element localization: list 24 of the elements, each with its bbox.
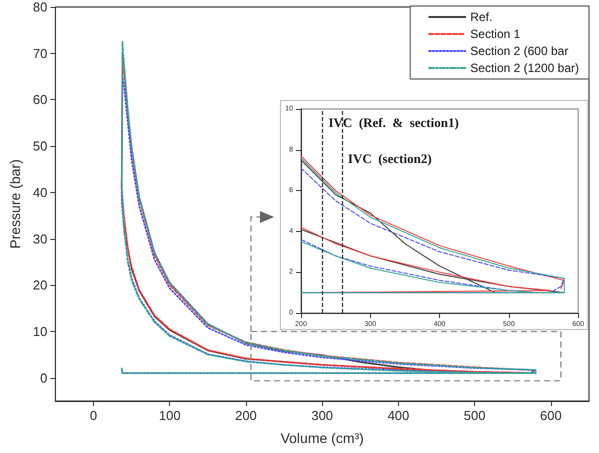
x-tick-label: 500	[464, 408, 486, 423]
x-tick-label: 100	[158, 408, 181, 423]
legend-label: Section 2 (1200 bar)	[470, 61, 580, 75]
ref-line-label: IVC (section2)	[348, 151, 432, 166]
x-tick-label: 0	[90, 408, 98, 423]
x-tick-label: 200	[235, 408, 257, 423]
legend-label: Section 2 (600 bar	[470, 44, 568, 58]
y-tick-label: 60	[32, 92, 48, 108]
ref-line-label: IVC (Ref. & section1)	[328, 115, 459, 130]
x-tick-label: 600	[540, 408, 562, 423]
x-axis-title: Volume (cm³)	[280, 430, 364, 446]
y-tick-label: 20	[32, 278, 48, 293]
y-tick-label: 70	[32, 46, 48, 61]
y-tick-label: 10	[32, 324, 48, 339]
y-tick-label: 80	[32, 0, 48, 14]
x-tick-label: 400	[388, 408, 410, 423]
y-axis-title: Pressure (bar)	[7, 159, 23, 249]
x-tick-label: 300	[311, 408, 334, 423]
y-tick-label: 50	[32, 138, 48, 154]
y-tick-label: 30	[32, 231, 48, 246]
y-tick-label: 40	[32, 184, 48, 200]
y-tick-label: 0	[40, 370, 48, 386]
legend-label: Section 1	[470, 27, 521, 41]
legend-label: Ref.	[470, 10, 492, 24]
